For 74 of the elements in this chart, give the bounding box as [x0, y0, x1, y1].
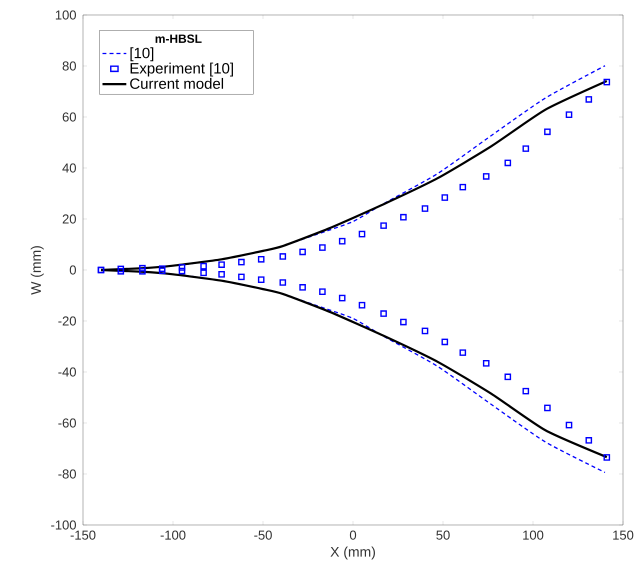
point	[200, 270, 207, 276]
point	[218, 271, 225, 278]
y-tick-label: 20	[62, 214, 76, 224]
point	[400, 318, 407, 326]
point	[299, 284, 306, 291]
point	[280, 279, 286, 286]
point	[338, 238, 346, 244]
x-tick-label: 100	[523, 530, 544, 540]
y-axis-title: W (mm)	[30, 246, 44, 295]
point	[139, 264, 146, 272]
point	[566, 111, 572, 118]
y-tick-label: -80	[58, 469, 76, 479]
legend-label: Current model	[130, 78, 224, 89]
point	[442, 194, 448, 201]
x-tick-label: -150	[70, 530, 96, 540]
point	[238, 274, 245, 280]
y-tick-label: 40	[62, 163, 76, 173]
point	[460, 184, 466, 190]
point	[178, 268, 186, 274]
point	[460, 349, 466, 356]
point	[200, 262, 207, 270]
point	[482, 360, 490, 367]
point	[118, 266, 124, 272]
point	[586, 96, 592, 103]
point	[139, 268, 146, 275]
point	[258, 256, 264, 263]
point	[442, 338, 448, 346]
x-tick-label: 50	[436, 530, 450, 540]
point	[319, 244, 326, 251]
point	[358, 302, 366, 308]
legend-label: [10]	[130, 47, 154, 62]
y-tick-label: -100	[51, 520, 76, 530]
point	[482, 173, 490, 180]
y-tick-label: -20	[58, 316, 76, 326]
point	[218, 261, 225, 268]
point	[522, 145, 530, 152]
point	[400, 214, 407, 221]
point	[380, 222, 387, 229]
point	[258, 276, 264, 283]
point	[158, 265, 166, 272]
point	[380, 310, 387, 317]
point	[604, 78, 610, 86]
y-tick-label: 0	[70, 265, 76, 275]
point	[178, 264, 186, 271]
legend-title: m-HBSL	[156, 34, 202, 43]
legend-label: Experiment [10]	[130, 62, 233, 77]
x-tick-label: -100	[160, 530, 186, 540]
point	[604, 454, 610, 461]
point	[504, 160, 512, 166]
point	[504, 374, 512, 380]
point	[522, 388, 530, 394]
point	[422, 205, 428, 212]
point	[158, 267, 166, 274]
point	[358, 230, 366, 238]
y-tick-label: 60	[62, 112, 76, 122]
point	[280, 253, 286, 260]
y-tick-label: -40	[58, 367, 76, 377]
x-tick-label: -50	[254, 530, 272, 540]
x-axis-title: X (mm)	[330, 546, 375, 560]
point	[118, 268, 124, 275]
y-tick-label: 80	[62, 61, 76, 71]
point	[586, 437, 592, 444]
point	[338, 294, 346, 302]
y-tick-label: -60	[58, 418, 76, 428]
point	[544, 128, 551, 136]
x-tick-label: 0	[350, 530, 356, 540]
point	[319, 288, 326, 295]
point	[299, 248, 306, 256]
point	[566, 422, 572, 428]
point	[238, 258, 245, 266]
point	[422, 328, 428, 334]
x-tick-label: 150	[613, 530, 634, 540]
point	[544, 404, 551, 412]
y-tick-label: 100	[56, 10, 76, 20]
